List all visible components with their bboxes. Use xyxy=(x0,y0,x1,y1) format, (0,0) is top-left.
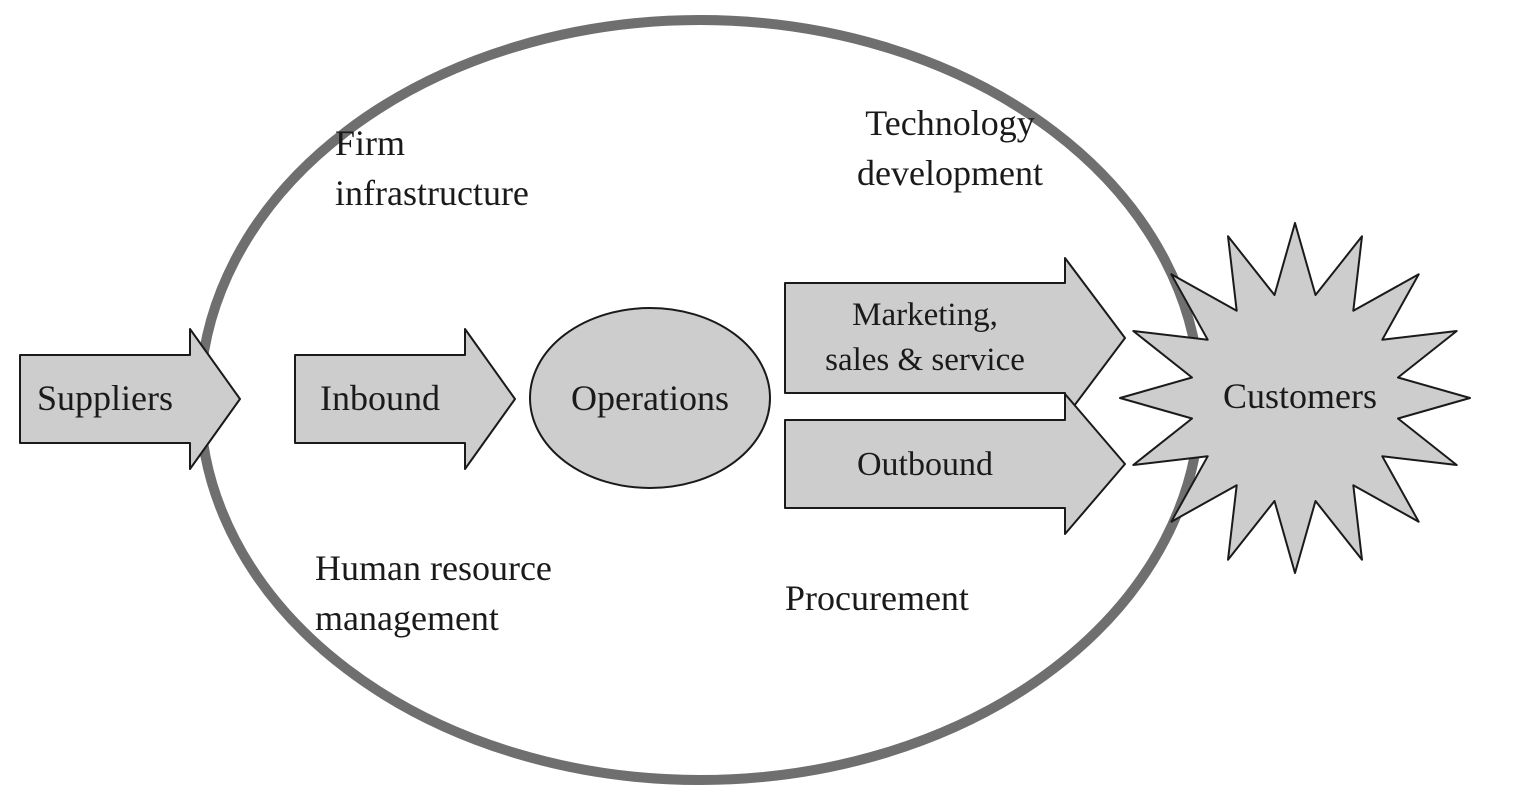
outbound-arrow: Outbound xyxy=(785,394,1125,534)
marketing-arrow: Marketing, sales & service xyxy=(785,258,1125,418)
technology-development-label-1: Technology xyxy=(865,103,1034,143)
operations-node: Operations xyxy=(530,308,770,488)
marketing-label-line1: Marketing, xyxy=(852,297,998,333)
operations-label: Operations xyxy=(571,378,729,418)
firm-infrastructure-label-2: infrastructure xyxy=(335,173,529,213)
technology-development-label-2: development xyxy=(857,153,1043,193)
inbound-label: Inbound xyxy=(320,378,440,418)
hrm-label-1: Human resource xyxy=(315,548,552,588)
hrm-label-2: management xyxy=(315,598,499,638)
marketing-label-line2: sales & service xyxy=(825,342,1025,378)
suppliers-label: Suppliers xyxy=(37,378,173,418)
firm-infrastructure-label-1: Firm xyxy=(335,123,405,163)
value-chain-diagram: Suppliers Inbound Marketing, sales & ser… xyxy=(0,0,1515,802)
inbound-arrow: Inbound xyxy=(295,329,515,469)
customers-label: Customers xyxy=(1223,376,1377,416)
procurement-label: Procurement xyxy=(785,578,969,618)
outbound-label: Outbound xyxy=(857,446,993,483)
customers-starburst: Customers xyxy=(1120,223,1470,573)
